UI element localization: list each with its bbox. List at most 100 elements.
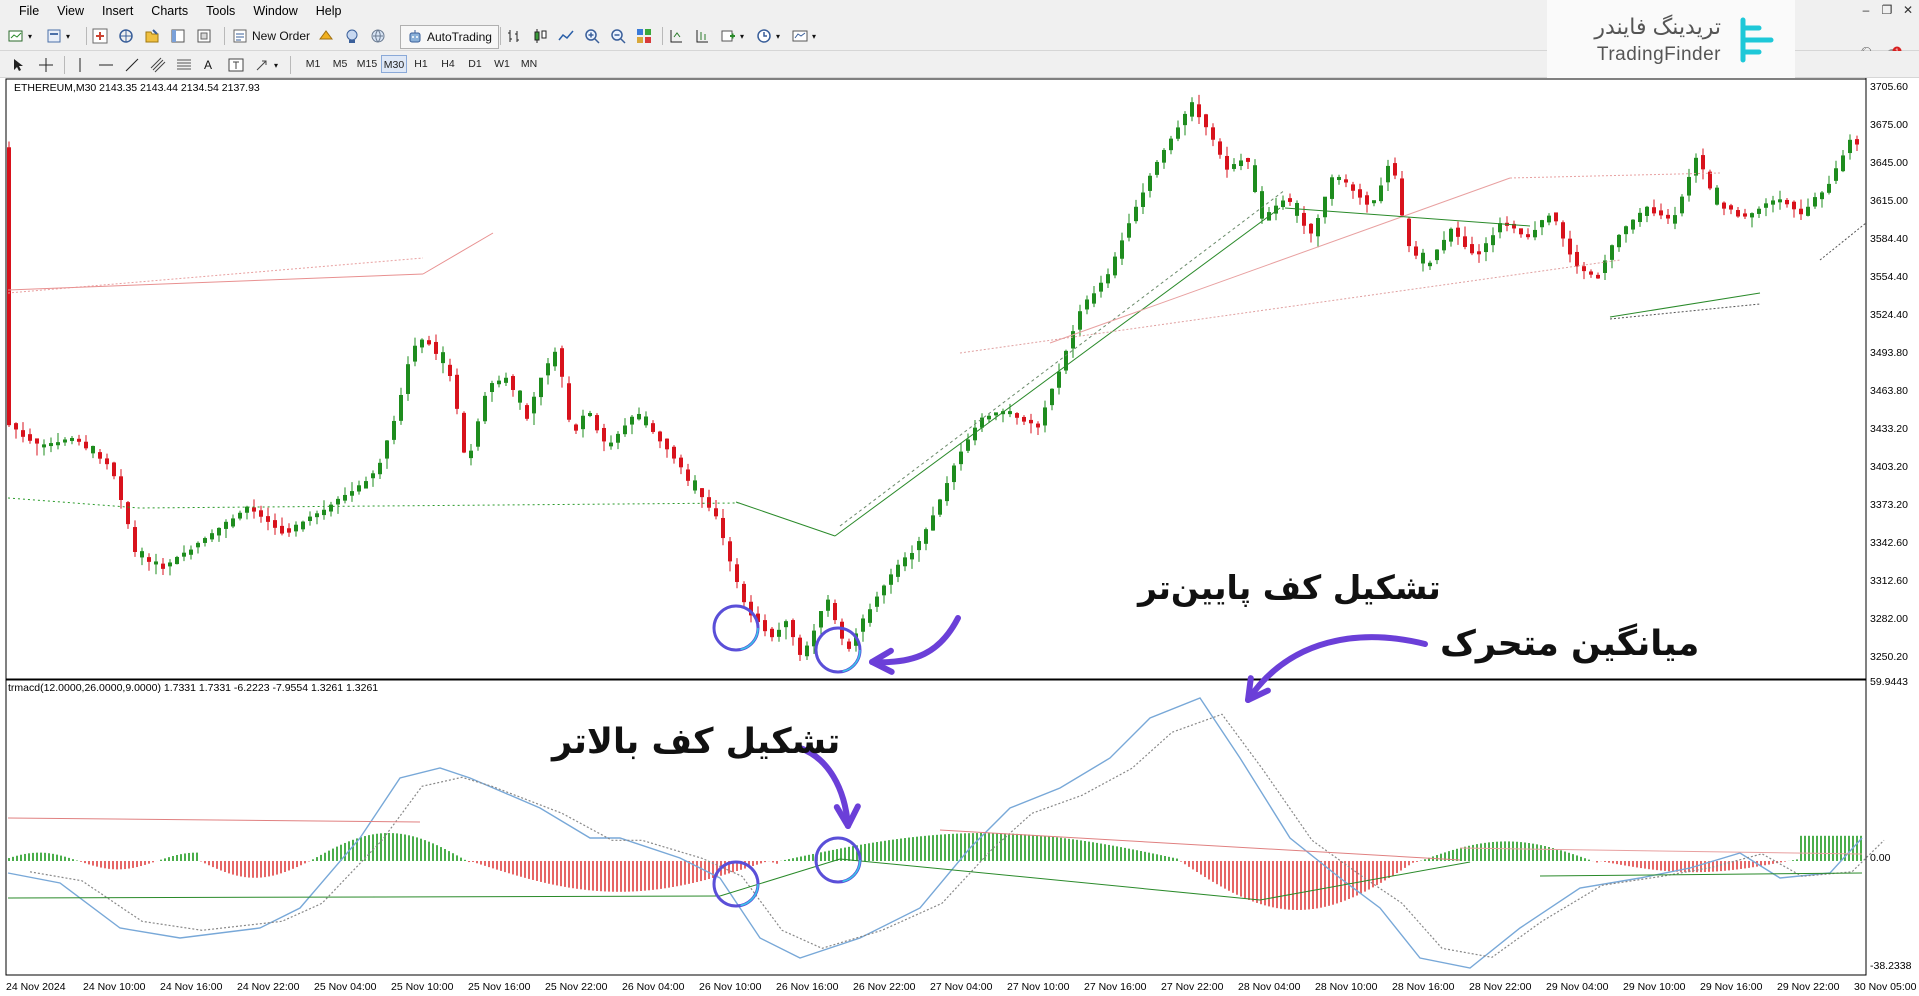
close-icon[interactable]: ✕ — [1902, 3, 1914, 17]
candle-body — [1351, 184, 1355, 191]
channel-icon[interactable] — [150, 54, 166, 76]
new-chart-button[interactable]: ▾ — [8, 25, 32, 47]
candle-body — [63, 439, 67, 443]
candle-body — [1694, 157, 1698, 176]
candle-body — [847, 641, 851, 649]
candle-body — [273, 520, 277, 528]
candle-body — [469, 450, 473, 459]
templates-button[interactable]: ▾ — [792, 25, 816, 47]
timeframe-d1[interactable]: D1 — [468, 58, 482, 70]
bar-chart-button[interactable] — [506, 25, 522, 47]
zoom-out-button[interactable] — [610, 25, 626, 47]
periods-button[interactable]: ▾ — [756, 25, 780, 47]
divergence-line — [839, 858, 1261, 901]
chart-window[interactable]: ETHEREUM,M30 2143.35 2143.44 2134.54 213… — [0, 78, 1919, 996]
candle-body — [1610, 245, 1614, 260]
line-chart-button[interactable] — [558, 25, 574, 47]
data-window-button[interactable] — [118, 25, 134, 47]
candle-body — [1372, 200, 1376, 204]
candle-body — [1428, 262, 1432, 267]
candle-body — [140, 551, 144, 558]
candle-body — [392, 420, 396, 440]
autotrading-button[interactable]: AutoTrading — [400, 25, 499, 49]
candle-body — [1183, 113, 1187, 126]
chart-shift-button[interactable] — [668, 25, 684, 47]
time-label: 30 Nov 05:00 — [1854, 981, 1917, 993]
new-order-button[interactable]: New Order — [232, 25, 310, 47]
symbol-info: ETHEREUM,M30 2143.35 2143.44 2134.54 213… — [14, 82, 260, 94]
indicator-axis-label: 0.00 — [1870, 852, 1891, 864]
terminal-button[interactable] — [170, 25, 186, 47]
vertical-line-icon[interactable] — [72, 54, 88, 76]
candle-body — [595, 415, 599, 431]
candle-body — [1029, 419, 1033, 424]
candlestick-button[interactable] — [532, 25, 548, 47]
tile-windows-button[interactable] — [636, 25, 652, 47]
trend-line — [1284, 207, 1531, 227]
price-label: 3615.00 — [1870, 195, 1908, 207]
candle-body — [1729, 205, 1733, 210]
time-label: 26 Nov 10:00 — [699, 981, 762, 993]
candle-body — [1085, 299, 1089, 310]
indicators-button[interactable]: ▾ — [720, 25, 744, 47]
metaeditor-button[interactable] — [318, 25, 334, 47]
menu-view[interactable]: View — [57, 4, 85, 18]
candle-body — [1638, 212, 1642, 223]
candle-body — [553, 351, 557, 367]
market-button[interactable] — [370, 25, 386, 47]
menu-tools[interactable]: Tools — [206, 4, 236, 18]
zoom-in-button[interactable] — [584, 25, 600, 47]
timeframe-mn[interactable]: MN — [520, 58, 538, 70]
candle-body — [1596, 274, 1600, 279]
market-watch-button[interactable] — [92, 25, 108, 47]
crosshair-icon[interactable] — [38, 54, 54, 76]
fibonacci-icon[interactable] — [176, 54, 192, 76]
timeframe-m5[interactable]: M5 — [332, 58, 348, 70]
menu-help[interactable]: Help — [315, 4, 342, 18]
candle-body — [798, 637, 802, 655]
timeframe-h4[interactable]: H4 — [441, 58, 455, 70]
autotrading-label: AutoTrading — [427, 30, 492, 44]
indicator-pane-frame — [5, 679, 1867, 976]
time-label: 29 Nov 10:00 — [1623, 981, 1686, 993]
minimize-icon[interactable]: – — [1862, 3, 1870, 17]
timeframe-m30[interactable]: M30 — [381, 55, 407, 73]
timeframe-w1[interactable]: W1 — [494, 58, 510, 70]
menu-charts[interactable]: Charts — [151, 4, 189, 18]
candle-body — [1190, 102, 1194, 117]
candle-body — [1176, 127, 1180, 139]
candle-body — [1421, 252, 1425, 264]
candle-body — [882, 585, 886, 596]
restore-icon[interactable]: ❐ — [1881, 3, 1893, 17]
timeframe-m1[interactable]: M1 — [305, 58, 321, 70]
candle-body — [1631, 219, 1635, 230]
profiles-button[interactable]: ▾ — [46, 25, 70, 47]
text-tool-icon[interactable]: A — [204, 58, 213, 72]
candle-body — [1512, 223, 1516, 229]
candle-body — [630, 416, 634, 425]
trendline-icon[interactable] — [124, 54, 140, 76]
candle-body — [210, 533, 214, 540]
menu-insert[interactable]: Insert — [102, 4, 134, 18]
timeframe-h1[interactable]: H1 — [414, 58, 428, 70]
navigator-button[interactable] — [144, 25, 160, 47]
menu-file[interactable]: File — [19, 4, 40, 18]
horizontal-line-icon[interactable] — [98, 54, 114, 76]
candle-body — [714, 508, 718, 517]
auto-scroll-button[interactable] — [694, 25, 710, 47]
text-label-icon[interactable] — [228, 54, 244, 76]
price-label: 3554.40 — [1870, 271, 1908, 283]
arrow-tools-icon[interactable]: ▾ — [254, 54, 278, 76]
menu-window[interactable]: Window — [253, 4, 298, 18]
chart-canvas[interactable] — [0, 78, 1919, 996]
candle-body — [1568, 238, 1572, 255]
candle-body — [364, 481, 368, 489]
candle-body — [196, 542, 200, 548]
cursor-icon[interactable] — [10, 54, 26, 76]
price-label: 3282.00 — [1870, 613, 1908, 625]
candle-body — [266, 516, 270, 522]
signals-button[interactable] — [344, 25, 360, 47]
timeframe-m15[interactable]: M15 — [356, 58, 378, 70]
strategy-tester-button[interactable] — [196, 25, 212, 47]
candle-body — [1589, 271, 1593, 275]
